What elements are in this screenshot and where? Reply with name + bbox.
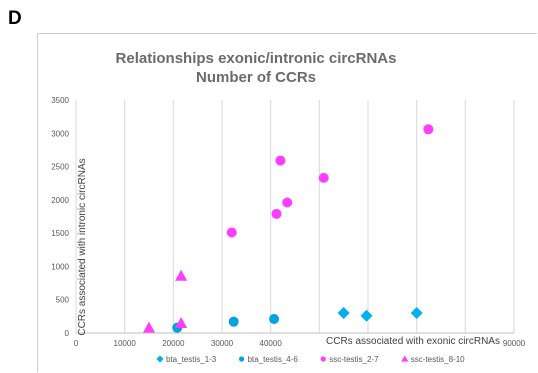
y-tick-label: 0 — [65, 329, 70, 338]
axis-ticks: 0 500 1000 1500 2000 2500 3000 3500 0 10000 20000 3… — [51, 96, 525, 348]
data-point — [337, 307, 350, 320]
legend-label: ssc-testis_8-10 — [411, 355, 465, 364]
x-tick-label: 30000 — [211, 339, 234, 348]
data-point — [269, 314, 280, 325]
x-axis-title: CCRs associated with exonic circRNAs — [326, 336, 500, 347]
x-tick-label: 90000 — [503, 339, 526, 348]
data-point — [175, 317, 188, 329]
x-tick-label: 10000 — [114, 339, 137, 348]
data-point — [423, 124, 434, 135]
chart-subtitle: Number of CCRs — [196, 69, 316, 86]
legend-label: ssc-testis_2-7 — [329, 355, 379, 364]
y-tick-label: 2000 — [51, 196, 69, 205]
data-point — [226, 227, 237, 238]
data-point — [282, 197, 293, 208]
data-point — [228, 316, 239, 327]
data-point — [318, 172, 329, 183]
legend-label: bta_testis_4-6 — [248, 355, 299, 364]
data-point — [410, 307, 423, 320]
grid-lines — [75, 100, 515, 334]
legend-marker — [239, 356, 245, 362]
y-tick-label: 2500 — [51, 163, 69, 172]
x-tick-label: 40000 — [260, 339, 283, 348]
legend: bta_testis_1-3 bta_testis_4-6 ssc-testis_2… — [156, 355, 465, 364]
scatter-chart: Relationships exonic/intronic circRNAs N… — [51, 50, 525, 364]
data-points — [143, 124, 434, 333]
chart-title: Relationships exonic/intronic circRNAs — [116, 50, 397, 67]
panel-label: D — [8, 8, 22, 29]
legend-label: bta_testis_1-3 — [166, 355, 217, 364]
data-point — [271, 208, 282, 219]
data-point — [275, 155, 286, 166]
y-tick-label: 3000 — [51, 129, 69, 138]
y-tick-label: 3500 — [51, 96, 69, 105]
data-point — [143, 321, 155, 333]
y-tick-label: 1000 — [51, 262, 69, 271]
legend-marker — [401, 355, 409, 362]
legend-marker — [156, 355, 164, 363]
data-point — [360, 309, 373, 322]
chart-frame: Relationships exonic/intronic circRNAs N… — [37, 33, 537, 372]
legend-marker — [320, 356, 326, 362]
data-point — [175, 269, 188, 281]
x-tick-label: 20000 — [162, 339, 185, 348]
y-tick-label: 500 — [56, 296, 70, 305]
x-tick-label: 0 — [74, 339, 79, 348]
y-axis-title: CCRs associated with intronic circRNAs — [77, 158, 88, 335]
y-tick-label: 1500 — [51, 229, 69, 238]
